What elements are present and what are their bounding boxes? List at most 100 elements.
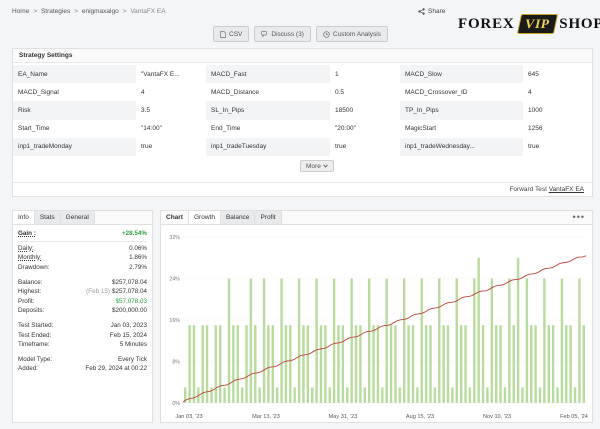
setting-name: MACD_Signal <box>18 88 59 96</box>
setting-value: 3.5 <box>136 101 206 120</box>
gain-label: Gain : <box>18 230 36 238</box>
deposits-label: Deposits: <box>18 307 45 315</box>
highest-value: $257,078.04 <box>111 288 147 296</box>
chevron-down-icon <box>322 164 328 168</box>
chart-bar <box>293 387 296 403</box>
chart-bar <box>284 325 288 403</box>
drawdown-value: 2.79% <box>129 264 147 272</box>
chart-tabs: Chart Growth Balance Profit <box>161 211 592 225</box>
more-label: More <box>306 162 321 170</box>
test-ended-value: Feb 15, 2024 <box>109 331 147 339</box>
chart-bar <box>512 325 515 403</box>
csv-button[interactable]: CSV <box>213 26 250 42</box>
chart-bar <box>499 325 502 403</box>
breadcrumb-separator: > <box>122 8 127 15</box>
chart-bar <box>503 387 507 403</box>
comments-icon <box>261 31 268 37</box>
chart-bar <box>297 278 301 403</box>
highest-row: Highest: (Feb 15) $257,078.04 <box>18 287 147 297</box>
breadcrumb-strategies[interactable]: Strategies <box>40 8 71 15</box>
y-tick-label: 16% <box>169 318 180 324</box>
chart-bar <box>525 278 529 403</box>
chart-bar <box>337 325 340 403</box>
discuss-button[interactable]: Discuss (3) <box>254 26 311 42</box>
chart-menu-button[interactable]: ••• <box>572 212 585 222</box>
chart-bar <box>275 387 279 403</box>
chart-bar <box>459 325 463 403</box>
deposits-value: $200,000.00 <box>111 307 147 315</box>
breadcrumb-separator: > <box>33 8 38 15</box>
growth-line <box>182 255 587 403</box>
forward-test-link[interactable]: VantaFX EA <box>548 186 584 193</box>
site-logo[interactable]: FOREX VIP SHOP <box>458 10 600 38</box>
chart-bar <box>468 387 472 403</box>
breadcrumb-author[interactable]: enigmaxalgo <box>81 8 119 15</box>
setting-name: MagicStart <box>405 125 437 133</box>
chart-label: Chart <box>161 211 189 224</box>
chart-bar <box>315 278 318 403</box>
chart-bar <box>560 278 564 403</box>
test-started-value: Jan 03, 2023 <box>110 322 147 330</box>
action-buttons: CSV Discuss (3) Custom Analysis <box>213 26 388 42</box>
breadcrumb-home[interactable]: Home <box>12 8 30 15</box>
chart-bar <box>473 278 476 403</box>
chart-bar <box>205 325 209 403</box>
monthly-row: Monthly: 1.86% <box>18 253 147 263</box>
share-icon <box>418 8 425 15</box>
timeframe-row: Timeframe: 5 Minutes <box>18 340 147 350</box>
chart-bar <box>289 325 292 403</box>
info-panel: Info Stats General Gain : +28.54% Daily: 0… <box>12 210 153 423</box>
more-button[interactable]: More <box>300 160 334 172</box>
daily-value: 0.06% <box>129 244 147 252</box>
chart-bar <box>319 325 323 403</box>
share-button[interactable]: Share <box>418 8 445 15</box>
added-value: Feb 29, 2024 at 00:22 <box>85 365 147 373</box>
x-tick-label: May 31, '23 <box>329 414 358 420</box>
chart-bar <box>363 387 366 403</box>
strategy-settings-title: Strategy Settings <box>13 49 592 63</box>
setting-name: Risk <box>13 101 136 120</box>
balance-label: Balance: <box>18 278 43 286</box>
setting-name: inp1_tradeMonday <box>13 137 136 156</box>
chart-bar <box>389 325 393 403</box>
chart-bar <box>398 387 402 403</box>
chart-bar <box>569 325 572 403</box>
x-tick-label: Nov 10, '23 <box>483 414 511 420</box>
highest-label: Highest: <box>18 288 42 296</box>
chart-bar <box>508 278 511 403</box>
balance-row: Balance: $257,078.04 <box>18 277 147 287</box>
y-tick-label: 8% <box>172 360 180 366</box>
chart-bar <box>332 278 336 403</box>
chart-bar <box>359 325 362 403</box>
discuss-label: Discuss (3) <box>271 30 304 38</box>
chart-bar <box>210 387 213 403</box>
custom-analysis-label: Custom Analysis <box>332 30 381 38</box>
chart-bar <box>311 387 314 403</box>
setting-value: true <box>330 137 400 156</box>
chart-bar <box>385 278 388 403</box>
tab-info[interactable]: Info <box>13 211 35 224</box>
custom-analysis-button[interactable]: Custom Analysis <box>315 26 388 42</box>
added-label: Added: <box>18 365 38 373</box>
setting-value: 0.5 <box>330 83 400 102</box>
chart-bar <box>438 278 441 403</box>
tab-profit[interactable]: Profit <box>255 211 282 224</box>
chart-bar <box>249 278 253 403</box>
chart-bar <box>350 278 353 403</box>
setting-value: 1256 <box>523 119 592 138</box>
tab-growth[interactable]: Growth <box>188 211 221 224</box>
chart-bar <box>271 325 274 403</box>
chart-panel: Chart Growth Balance Profit ••• 0% 8% 16% 2… <box>160 210 593 423</box>
tab-balance[interactable]: Balance <box>220 211 256 224</box>
profit-row: Profit: $57,078.03 <box>18 297 147 307</box>
chart-bar <box>324 325 327 403</box>
setting-value: 4 <box>523 83 592 102</box>
chart-bar <box>188 325 191 403</box>
chart-bar <box>376 325 380 403</box>
chart-bar <box>442 325 445 403</box>
daily-label: Daily: <box>18 244 34 252</box>
tab-stats[interactable]: Stats <box>34 211 61 224</box>
model-type-row: Model Type: Every Tick <box>18 355 147 365</box>
setting-value: true <box>136 137 206 156</box>
tab-general[interactable]: General <box>60 211 95 224</box>
